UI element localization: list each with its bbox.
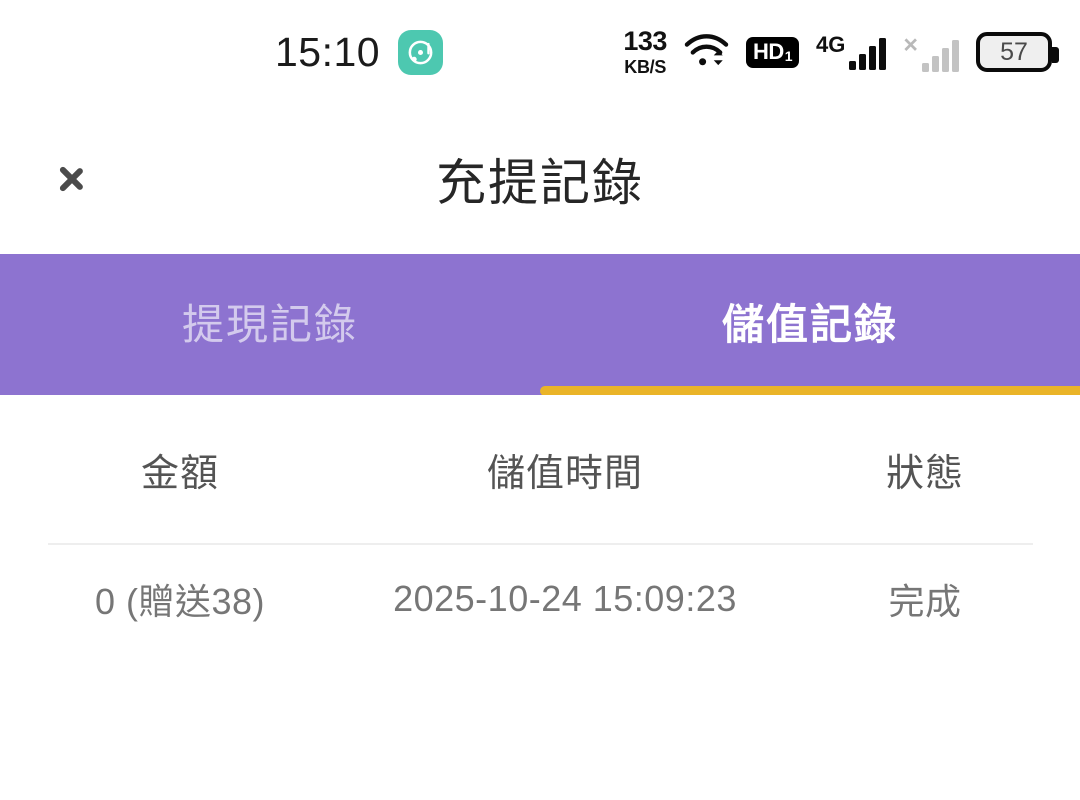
table-row[interactable]: 0 (贈送38) 2025-10-24 15:09:23 完成 bbox=[0, 545, 1080, 653]
page-title: 充提記錄 bbox=[436, 155, 644, 211]
sim1-signal-bars-icon bbox=[849, 38, 887, 70]
cell-time: 2025-10-24 15:09:23 bbox=[393, 578, 737, 619]
hd-badge-sub: 1 bbox=[784, 47, 793, 64]
tab-withdrawal-records-label: 提現記錄 bbox=[181, 301, 358, 348]
cell-amount: 0 (贈送38) bbox=[94, 581, 266, 622]
tab-bar: 提現記錄 儲值記錄 bbox=[0, 254, 1080, 395]
music-disc-app-icon bbox=[398, 29, 444, 75]
tab-withdrawal-records[interactable]: 提現記錄 bbox=[0, 254, 540, 395]
sim1-network-type-label: 4G bbox=[816, 32, 846, 57]
tab-deposit-records-label: 儲值記錄 bbox=[721, 301, 898, 348]
battery-icon: 57 bbox=[976, 32, 1059, 72]
sim2-signal-bars-icon bbox=[922, 39, 959, 72]
active-tab-indicator bbox=[540, 386, 1080, 396]
status-bar-right: 133 KB/S HD 1 4G bbox=[623, 0, 1059, 104]
network-speed-value: 133 bbox=[623, 26, 667, 56]
column-header-status: 狀態 bbox=[885, 452, 964, 495]
battery-level-label: 57 bbox=[1000, 37, 1028, 66]
table-header-row: 金額 儲值時間 狀態 bbox=[0, 395, 1080, 543]
cell-status: 完成 bbox=[888, 581, 962, 622]
hd-badge-label: HD bbox=[752, 38, 784, 64]
tab-deposit-records[interactable]: 儲值記錄 bbox=[540, 254, 1080, 395]
column-header-amount: 金額 bbox=[140, 452, 219, 495]
table-header-divider bbox=[47, 543, 1033, 545]
network-speed-unit: KB/S bbox=[624, 57, 667, 77]
network-speed-indicator: 133 KB/S bbox=[623, 26, 667, 77]
status-bar: 15:10 133 KB/S bbox=[0, 0, 1080, 104]
column-header-time: 儲值時間 bbox=[486, 452, 643, 495]
sim1-signal-indicator: 4G bbox=[816, 32, 887, 70]
sim2-signal-indicator: × bbox=[903, 30, 959, 72]
hd-voice-icon: HD 1 bbox=[745, 36, 800, 68]
status-bar-left: 15:10 bbox=[275, 0, 444, 104]
nav-bar: 充提記錄 bbox=[0, 104, 1080, 254]
status-clock: 15:10 bbox=[275, 28, 381, 75]
wifi-icon bbox=[684, 33, 729, 72]
records-table: 金額 儲值時間 狀態 0 (贈送38) 2025-10-24 15:09:23 … bbox=[0, 395, 1080, 653]
sim2-no-service-icon: × bbox=[903, 30, 918, 59]
